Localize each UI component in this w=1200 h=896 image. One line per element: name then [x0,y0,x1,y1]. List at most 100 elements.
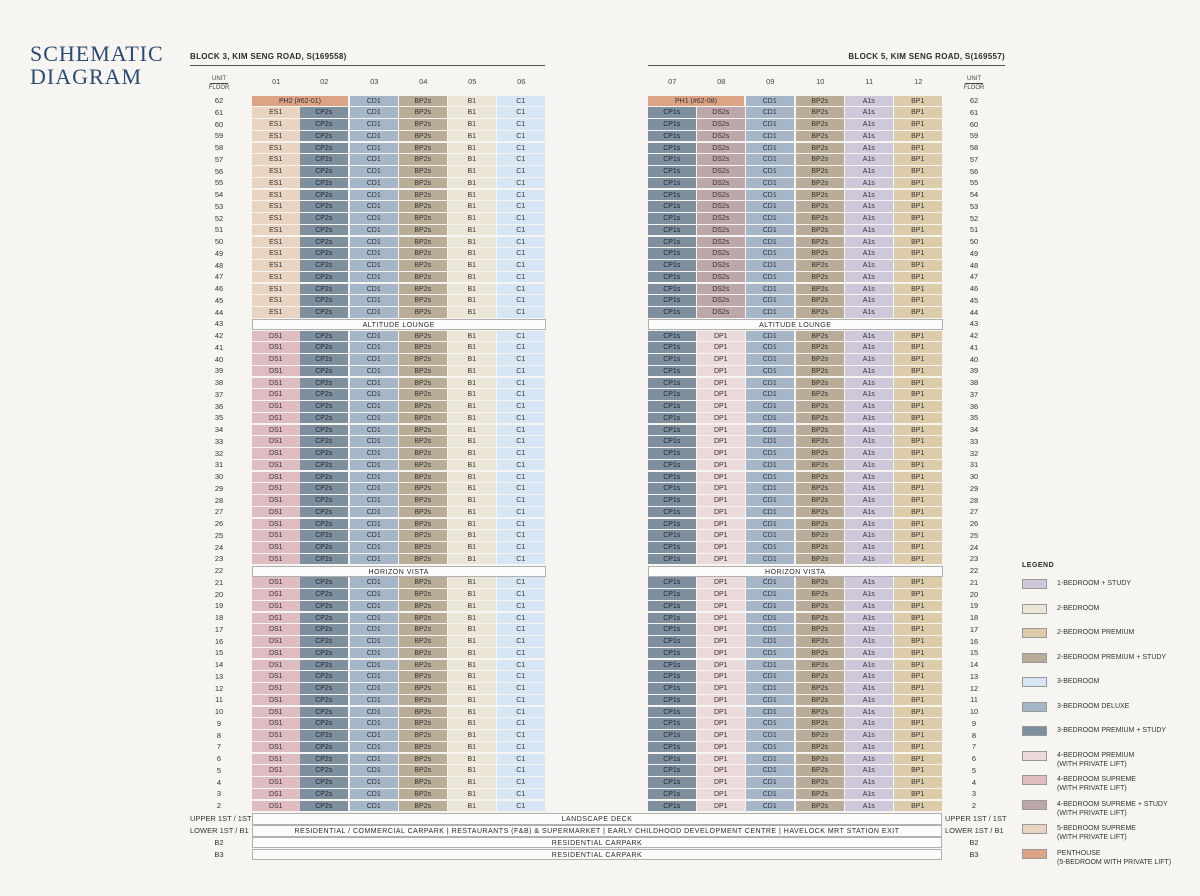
unit-cell[interactable]: B1 [448,518,497,531]
unit-cell[interactable]: CP2s [300,448,349,460]
unit-cell[interactable]: BP2s [399,412,448,425]
unit-cell[interactable]: BP1 [894,765,943,777]
unit-cell[interactable]: B1 [448,213,497,225]
unit-cell[interactable]: CD1 [746,365,795,378]
unit-cell[interactable]: BP2s [796,800,845,813]
unit-cell[interactable]: BP2s [399,177,448,190]
unit-cell[interactable]: BP1 [894,589,943,601]
unit-cell[interactable]: CD1 [350,189,399,202]
unit-cell[interactable]: CP1s [648,330,697,343]
unit-cell[interactable]: ES1 [252,119,301,131]
unit-cell[interactable]: BP2s [796,788,845,801]
unit-cell[interactable]: C1 [497,354,546,366]
unit-cell[interactable]: A1s [845,671,894,683]
unit-cell[interactable]: A1s [845,459,894,472]
unit-cell[interactable]: DS1 [252,506,301,519]
unit-cell[interactable]: B1 [448,753,497,766]
unit-cell[interactable]: BP2s [399,471,448,484]
unit-cell[interactable]: BP1 [894,647,943,660]
unit-cell[interactable]: DS1 [252,753,301,766]
unit-cell[interactable]: ES1 [252,224,301,237]
unit-cell[interactable]: CD1 [746,718,795,730]
unit-cell[interactable]: B1 [448,647,497,660]
unit-cell[interactable]: ES1 [252,307,301,319]
unit-cell[interactable]: CP1s [648,389,697,401]
unit-cell[interactable]: DS2s [697,307,746,319]
unit-cell[interactable]: B1 [448,495,497,507]
unit-cell[interactable]: CD1 [746,694,795,707]
unit-cell[interactable]: ES1 [252,295,301,307]
unit-cell[interactable]: B1 [448,177,497,190]
unit-cell[interactable]: DS1 [252,553,301,566]
unit-cell[interactable]: B1 [448,448,497,460]
unit-cell[interactable]: CP1s [648,154,697,166]
unit-cell[interactable]: C1 [497,436,546,448]
unit-cell[interactable]: C1 [497,483,546,495]
unit-cell[interactable]: CP2s [300,495,349,507]
unit-cell[interactable]: BP2s [796,201,845,213]
unit-cell[interactable]: CP1s [648,307,697,319]
unit-cell[interactable]: CD1 [350,612,399,625]
unit-cell[interactable]: BP2s [796,706,845,719]
unit-cell[interactable]: CD1 [350,506,399,519]
unit-cell[interactable]: A1s [845,436,894,448]
unit-cell[interactable]: CD1 [746,330,795,343]
unit-cell[interactable]: C1 [497,777,546,789]
unit-cell[interactable]: C1 [497,659,546,672]
unit-cell[interactable]: CD1 [746,530,795,542]
unit-cell[interactable]: CD1 [746,107,795,119]
unit-cell[interactable]: CP2s [300,177,349,190]
unit-cell[interactable]: CP1s [648,659,697,672]
unit-cell[interactable]: A1s [845,130,894,143]
unit-cell[interactable]: BP2s [399,694,448,707]
unit-cell[interactable]: CP1s [648,260,697,272]
unit-cell[interactable]: B1 [448,741,497,754]
unit-cell[interactable]: DP1 [697,730,746,742]
unit-cell[interactable]: CP2s [300,694,349,707]
unit-cell[interactable]: CD1 [350,624,399,636]
unit-cell[interactable]: CD1 [746,354,795,366]
unit-cell[interactable]: B1 [448,330,497,343]
unit-cell[interactable]: B1 [448,589,497,601]
unit-cell[interactable]: BP1 [894,330,943,343]
unit-cell[interactable]: DS1 [252,647,301,660]
unit-cell[interactable]: DP1 [697,483,746,495]
unit-cell[interactable]: BP2s [399,636,448,648]
unit-cell[interactable]: A1s [845,448,894,460]
unit-cell[interactable]: CD1 [746,260,795,272]
unit-cell[interactable]: DP1 [697,683,746,695]
unit-cell[interactable]: B1 [448,730,497,742]
unit-cell[interactable]: C1 [497,166,546,178]
unit-cell[interactable]: A1s [845,412,894,425]
unit-cell[interactable]: DP1 [697,424,746,437]
unit-cell[interactable]: CD1 [350,307,399,319]
unit-cell[interactable]: CD1 [746,624,795,636]
unit-cell[interactable]: B1 [448,659,497,672]
unit-cell[interactable]: BP2s [399,459,448,472]
unit-cell[interactable]: DP1 [697,577,746,589]
unit-cell[interactable]: CD1 [746,471,795,484]
unit-cell[interactable]: DS2s [697,201,746,213]
unit-cell[interactable]: B1 [448,542,497,554]
unit-cell[interactable]: CP2s [300,600,349,613]
unit-cell[interactable]: DP1 [697,777,746,789]
unit-cell[interactable]: CP1s [648,718,697,730]
unit-cell[interactable]: CP2s [300,765,349,777]
unit-cell[interactable]: C1 [497,154,546,166]
unit-cell[interactable]: CD1 [350,589,399,601]
unit-cell[interactable]: BP2s [399,542,448,554]
unit-cell[interactable]: C1 [497,530,546,542]
unit-cell[interactable]: BP2s [399,119,448,131]
unit-cell[interactable]: BP2s [399,213,448,225]
unit-cell[interactable]: DS2s [697,142,746,155]
unit-cell[interactable]: BP2s [796,683,845,695]
unit-cell[interactable]: BP2s [399,224,448,237]
unit-cell[interactable]: A1s [845,260,894,272]
unit-cell[interactable]: CP2s [300,283,349,296]
unit-cell[interactable]: CP1s [648,506,697,519]
unit-cell[interactable]: BP2s [796,448,845,460]
unit-cell[interactable]: BP2s [399,706,448,719]
unit-cell[interactable]: BP2s [796,283,845,296]
unit-cell[interactable]: CD1 [746,412,795,425]
unit-cell[interactable]: BP2s [796,624,845,636]
